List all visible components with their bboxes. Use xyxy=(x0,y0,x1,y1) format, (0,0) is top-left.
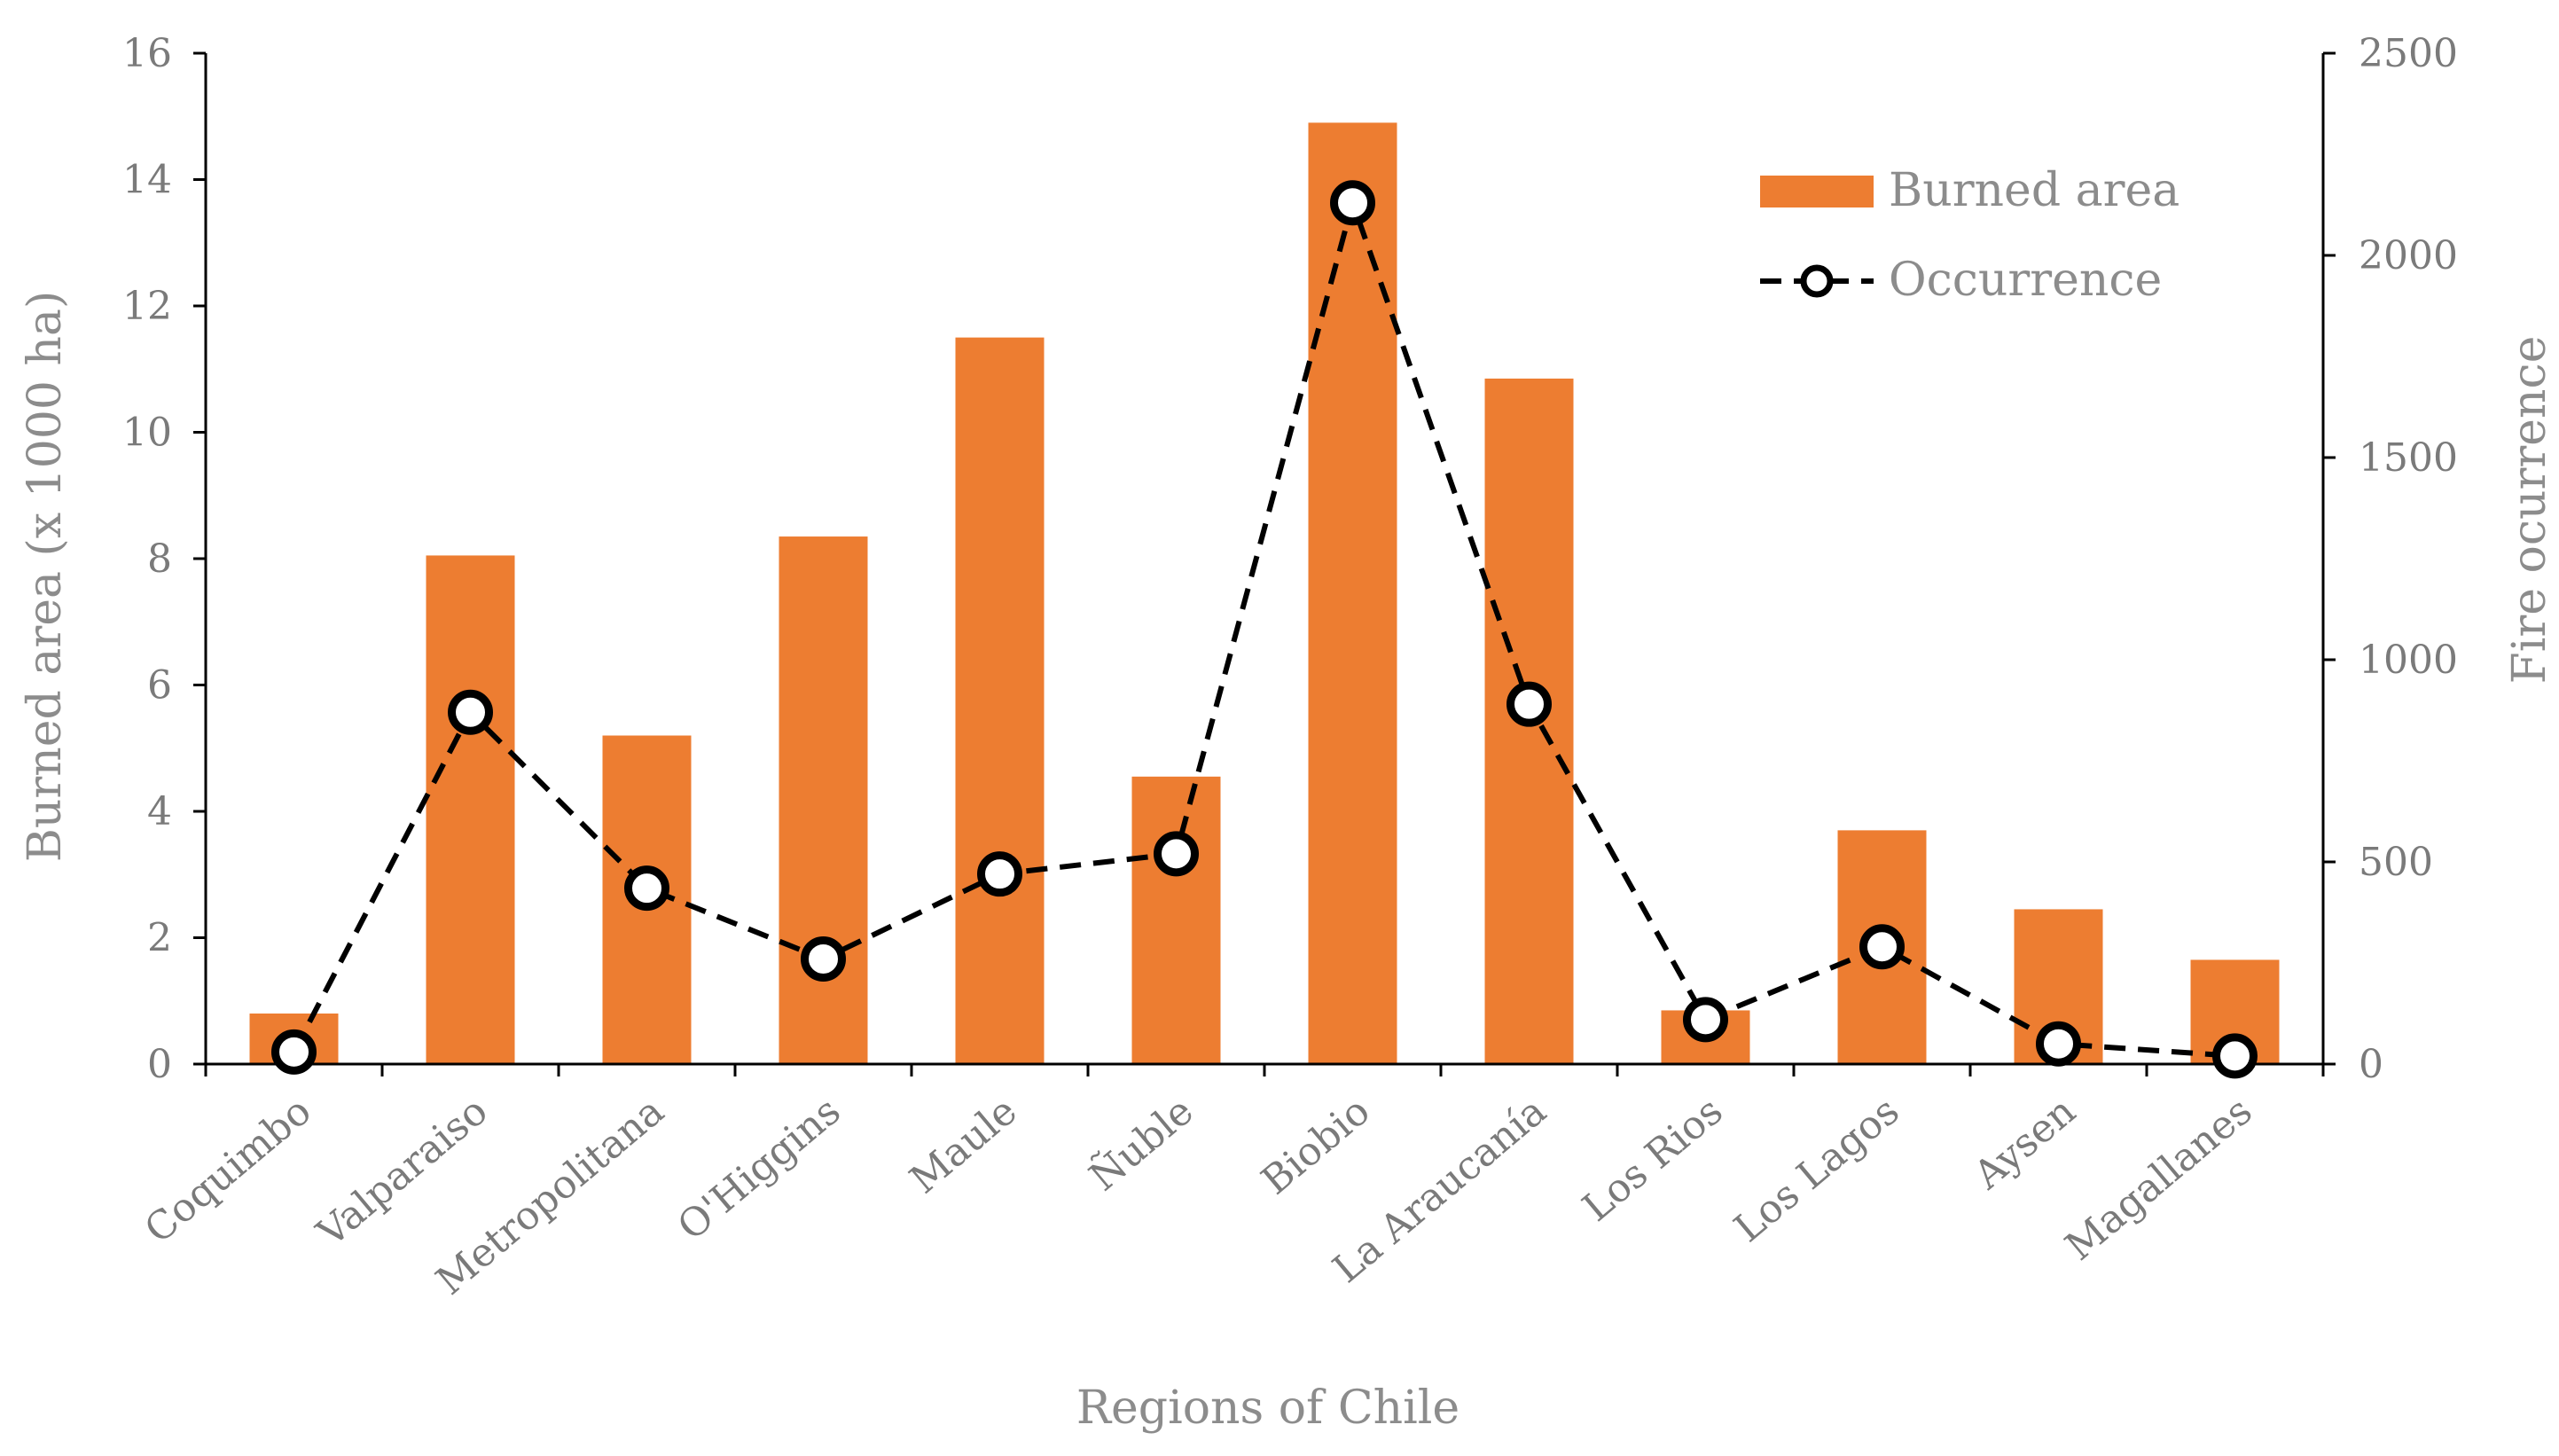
occurrence-marker-8 xyxy=(1683,997,1728,1043)
occurrence-line-layer xyxy=(291,193,2235,1059)
y2-tick-label-4: 2000 xyxy=(2359,233,2458,278)
y2-tick-label-3: 1500 xyxy=(2359,435,2458,481)
y-tick-label-6: 12 xyxy=(122,284,172,329)
y2-axis-title: Fire ocurrence xyxy=(2503,336,2556,685)
occurrence-marker-1 xyxy=(448,689,493,735)
y-tick-label-2: 4 xyxy=(147,789,172,834)
y-tick-label-0: 0 xyxy=(147,1042,172,1087)
x-tick-label-0: Coquimbo xyxy=(137,1088,320,1252)
y2-tick-label-1: 500 xyxy=(2359,840,2433,885)
x-tick-label-10: Aysen xyxy=(1965,1088,2085,1198)
occurrence-marker-3 xyxy=(801,935,846,982)
x-tick-label-8: Los Rios xyxy=(1574,1088,1731,1230)
legend-swatch-burned-area xyxy=(1760,176,1874,207)
bar-6 xyxy=(1308,122,1397,1064)
occurrence-marker-11 xyxy=(2212,1033,2258,1079)
y-axis-title: Burned area (x 1000 ha) xyxy=(19,291,72,863)
y-tick-label-5: 10 xyxy=(122,411,172,456)
x-tick-label-1: Valparaiso xyxy=(309,1088,497,1256)
y-tick-label-7: 14 xyxy=(122,158,172,203)
occurrence-marker-10 xyxy=(2036,1021,2081,1067)
y-tick-label-8: 16 xyxy=(122,31,172,76)
y2-tick-label-5: 2500 xyxy=(2359,31,2458,76)
y-tick-label-1: 2 xyxy=(147,916,172,961)
x-tick-label-3: O'Higgins xyxy=(669,1088,849,1249)
occurrence-line xyxy=(291,193,2235,1059)
x-tick-label-9: Los Lagos xyxy=(1726,1088,1907,1251)
bars-layer xyxy=(249,122,2280,1064)
occurrence-marker-5 xyxy=(1154,831,1199,877)
x-axis-title: Regions of Chile xyxy=(1076,1382,1459,1435)
legend-label-burned-area: Burned area xyxy=(1889,164,2179,217)
bar-5 xyxy=(1131,776,1221,1064)
occurrence-marker-9 xyxy=(1859,924,1905,970)
bar-1 xyxy=(426,555,515,1064)
x-tick-label-6: Biobio xyxy=(1253,1088,1378,1203)
y-tick-label-4: 8 xyxy=(147,536,172,582)
occurrence-marker-4 xyxy=(977,851,1022,897)
legend-label-occurrence: Occurrence xyxy=(1889,254,2162,307)
y2-tick-label-2: 1000 xyxy=(2359,638,2458,683)
bar-3 xyxy=(779,536,868,1064)
bar-4 xyxy=(955,337,1045,1064)
occurrence-marker-0 xyxy=(271,1029,317,1075)
x-tick-label-5: Ñuble xyxy=(1080,1087,1202,1200)
legend-swatch-occurrence-marker xyxy=(1800,264,1834,298)
x-tick-label-4: Maule xyxy=(902,1088,1026,1202)
occurrence-markers-layer xyxy=(271,180,2258,1079)
occurrence-marker-2 xyxy=(624,865,669,912)
legend: Burned area Occurrence xyxy=(1760,164,2179,307)
x-tick-label-11: Magallanes xyxy=(2057,1088,2261,1269)
y2-tick-label-0: 0 xyxy=(2359,1042,2383,1087)
occurrence-marker-6 xyxy=(1330,180,1375,226)
occurrence-marker-7 xyxy=(1506,681,1552,727)
y-tick-label-3: 6 xyxy=(147,663,172,708)
